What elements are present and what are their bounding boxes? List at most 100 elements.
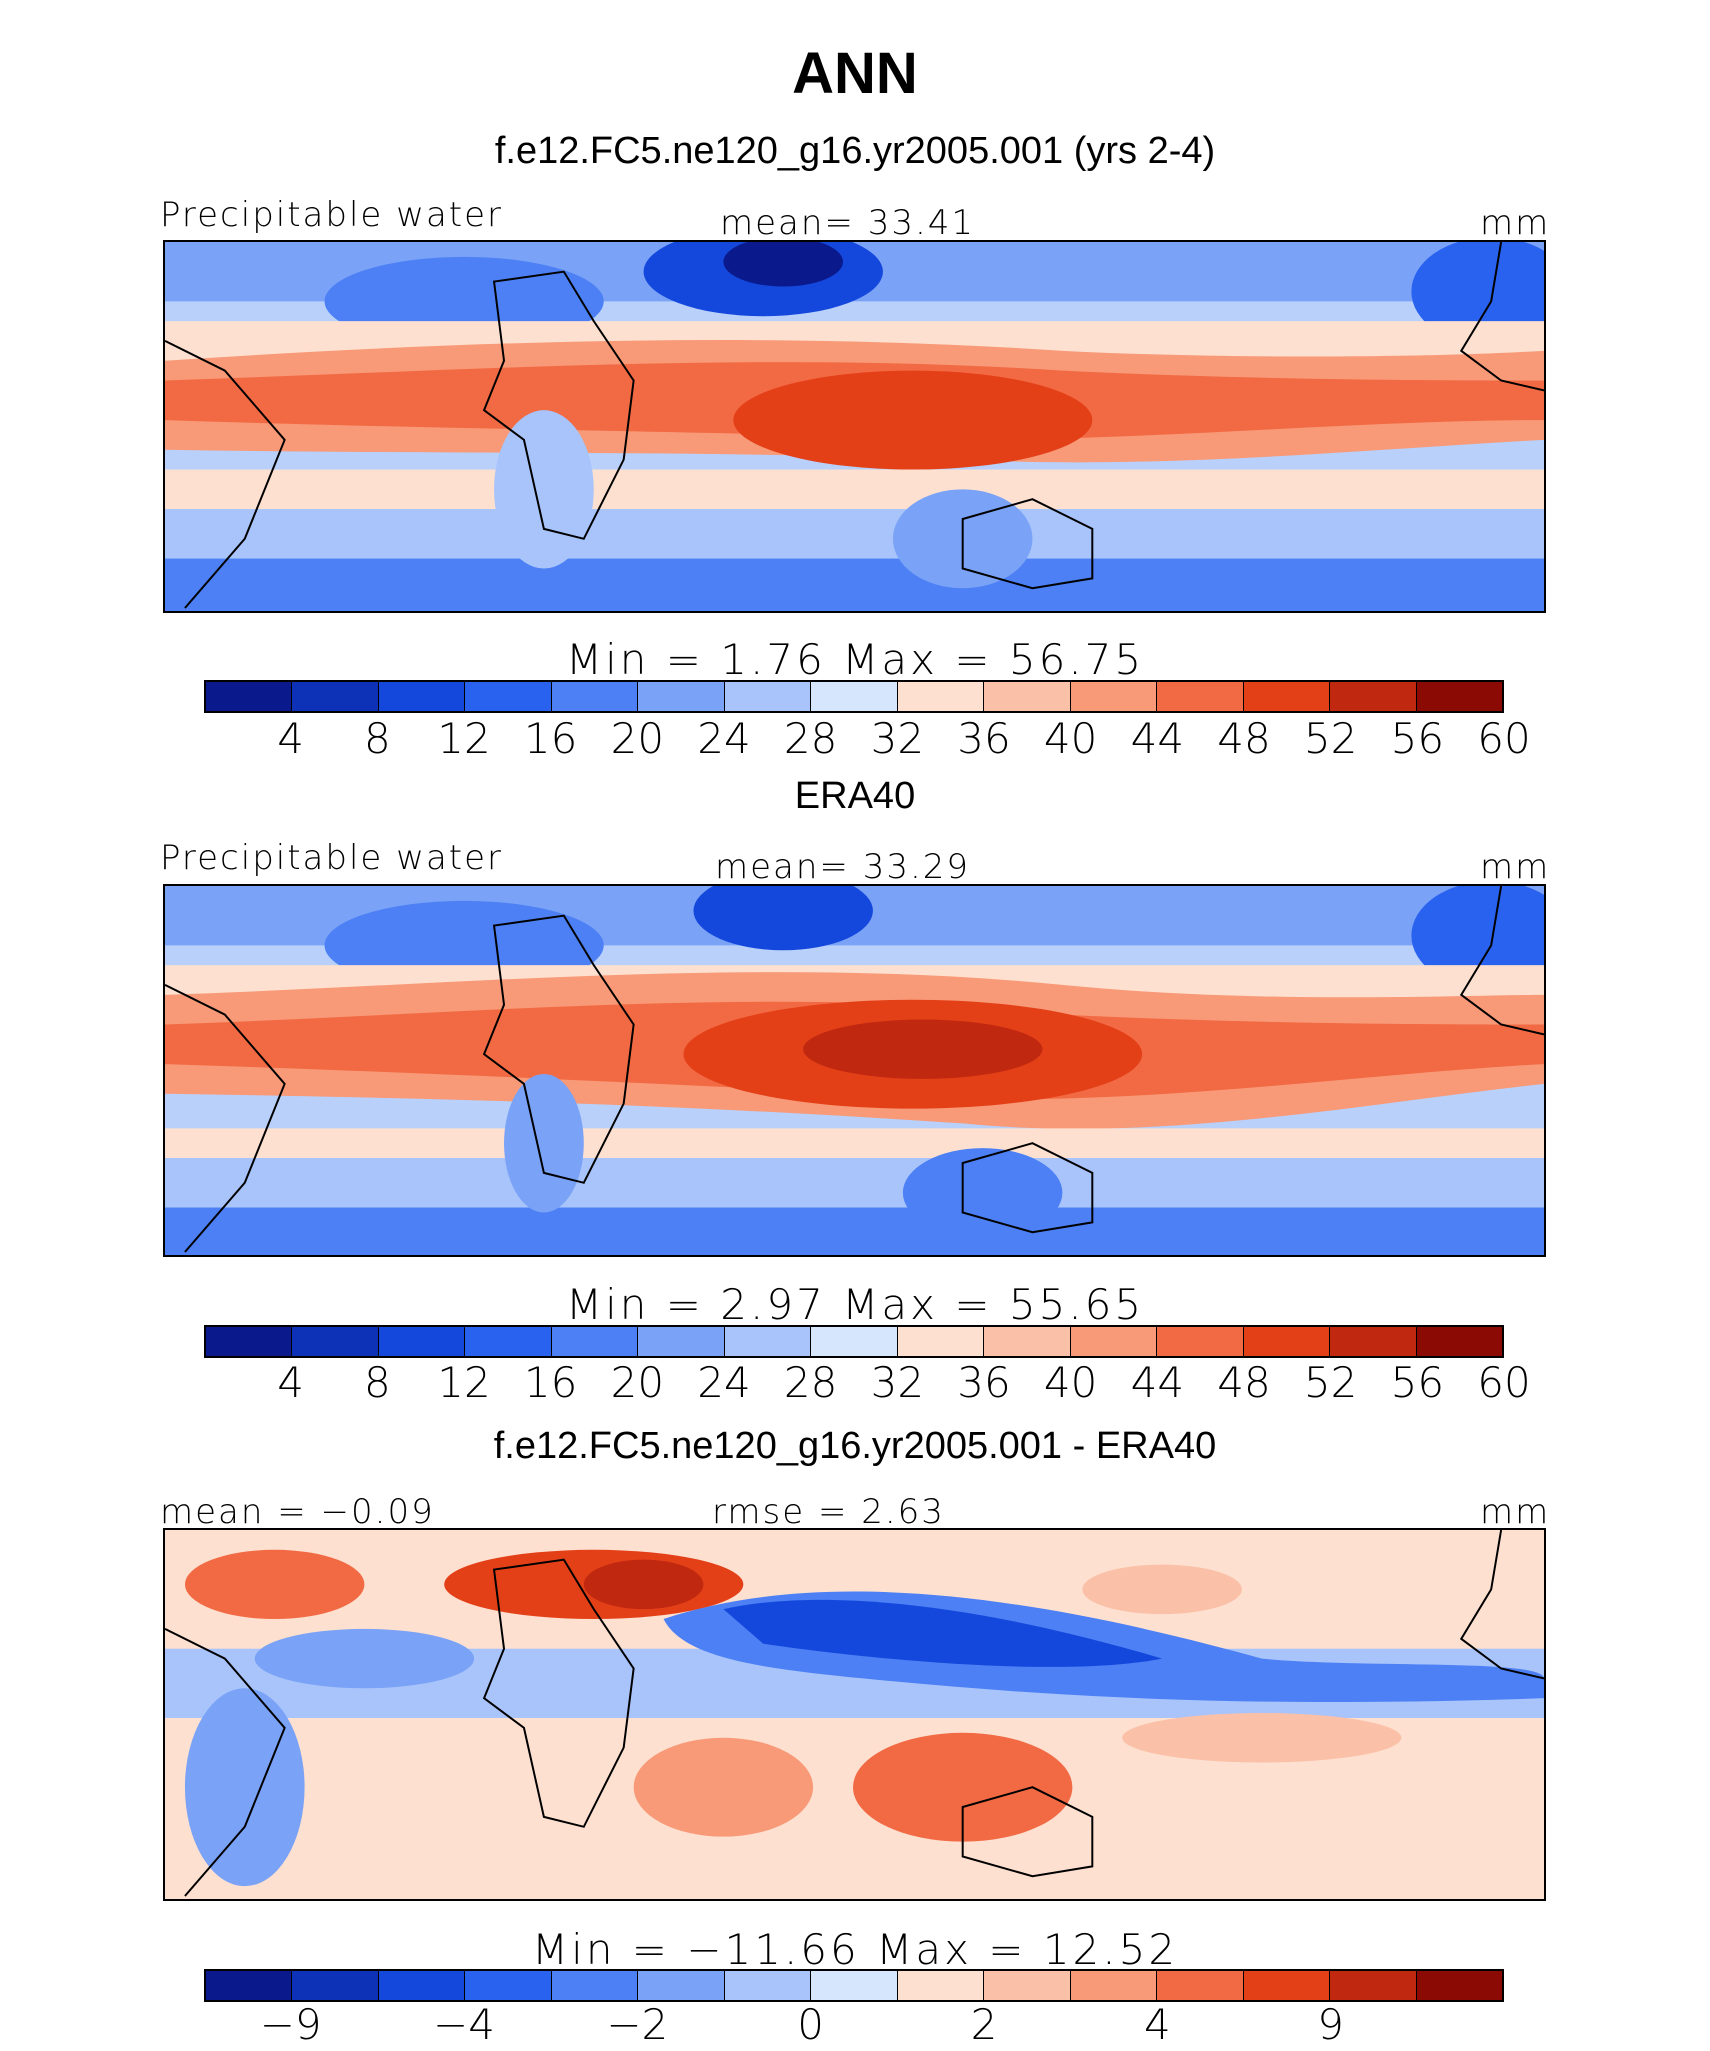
colorbar-swatch bbox=[292, 1971, 379, 2000]
colorbar-swatch bbox=[1330, 1327, 1417, 1356]
colorbar-swatch bbox=[1157, 1971, 1244, 2000]
panel-3-field bbox=[165, 1530, 1544, 1899]
colorbar-swatch bbox=[1330, 1971, 1417, 2000]
colorbar-swatch bbox=[897, 1327, 985, 1356]
colorbar-swatch bbox=[811, 682, 898, 711]
colorbar-swatch bbox=[638, 1971, 725, 2000]
colorbar-swatch bbox=[1157, 1327, 1244, 1356]
colorbar-swatch bbox=[1157, 682, 1244, 711]
colorbar-tick-label: 36 bbox=[957, 714, 1011, 763]
colorbar-tick-label: −4 bbox=[433, 2000, 495, 2049]
colorbar-swatch bbox=[551, 682, 639, 711]
panel-1-units-label: mm bbox=[1480, 203, 1551, 243]
colorbar-tick-label: 52 bbox=[1303, 714, 1358, 763]
panel-1-minmax: Min = 1.76 Max = 56.75 bbox=[565, 635, 1145, 684]
colorbar-swatch bbox=[638, 682, 725, 711]
colorbar-tick-label: 12 bbox=[437, 714, 491, 763]
colorbar-swatch bbox=[1243, 1327, 1331, 1356]
colorbar-swatch bbox=[724, 682, 812, 711]
colorbar-tick-label: 4 bbox=[277, 714, 305, 763]
colorbar-swatch bbox=[984, 682, 1071, 711]
panel-2-minmax: Min = 2.97 Max = 55.65 bbox=[565, 1280, 1145, 1329]
colorbar-swatch bbox=[984, 1327, 1071, 1356]
colorbar-swatch bbox=[724, 1971, 812, 2000]
colorbar-swatch bbox=[465, 1971, 552, 2000]
panel-3-ticks: −9 −4 −2 0 2 4 9 bbox=[204, 2000, 1504, 2050]
colorbar-swatch bbox=[378, 1971, 466, 2000]
panel-1-field bbox=[165, 242, 1544, 611]
panel-3-units-label: mm bbox=[1480, 1492, 1551, 1532]
colorbar-swatch bbox=[1070, 1971, 1158, 2000]
colorbar-tick-label: 20 bbox=[610, 1358, 665, 1407]
colorbar-swatch bbox=[897, 682, 985, 711]
colorbar-tick-label: 40 bbox=[1043, 1358, 1098, 1407]
colorbar-tick-label: −9 bbox=[259, 2000, 322, 2049]
colorbar-tick-label: 12 bbox=[437, 1358, 491, 1407]
colorbar-tick-label: 32 bbox=[870, 1358, 925, 1407]
panel-2-units-label: mm bbox=[1480, 847, 1551, 887]
colorbar-swatch bbox=[638, 1327, 725, 1356]
colorbar-swatch bbox=[465, 1327, 552, 1356]
colorbar-tick-label: 8 bbox=[363, 1358, 391, 1407]
colorbar-swatch bbox=[1070, 682, 1158, 711]
panel-3-rmse-label: rmse = 2.63 bbox=[712, 1492, 945, 1532]
colorbar-swatch bbox=[378, 1327, 466, 1356]
panel-2-mean-label: mean= 33.29 bbox=[715, 847, 971, 887]
colorbar-swatch bbox=[206, 1971, 293, 2000]
colorbar-tick-label: 44 bbox=[1130, 714, 1185, 763]
colorbar-tick-label: 8 bbox=[363, 714, 391, 763]
panel-2-variable-label: Precipitable water bbox=[160, 838, 504, 878]
colorbar-swatch bbox=[292, 1327, 379, 1356]
colorbar-tick-label: 52 bbox=[1303, 1358, 1358, 1407]
colorbar-tick-label: 24 bbox=[697, 714, 751, 763]
panel-2-colorbar bbox=[204, 1325, 1504, 1358]
colorbar-swatch bbox=[206, 1327, 293, 1356]
colorbar-tick-label: 16 bbox=[523, 714, 578, 763]
colorbar-swatch bbox=[465, 682, 552, 711]
colorbar-swatch bbox=[378, 682, 466, 711]
figure-title: ANN bbox=[792, 41, 918, 106]
panel-3-map bbox=[163, 1528, 1546, 1901]
colorbar-tick-label: 9 bbox=[1317, 2000, 1345, 2049]
colorbar-tick-label: 0 bbox=[797, 2000, 825, 2049]
colorbar-swatch bbox=[1243, 1971, 1331, 2000]
panel-1-variable-label: Precipitable water bbox=[160, 195, 504, 235]
colorbar-tick-label: 2 bbox=[970, 2000, 998, 2049]
colorbar-tick-label: 36 bbox=[957, 1358, 1011, 1407]
colorbar-tick-label: 28 bbox=[783, 714, 838, 763]
colorbar-swatch bbox=[811, 1971, 898, 2000]
panel-3-title: f.e12.FC5.ne120_g16.yr2005.001 - ERA40 bbox=[493, 1425, 1217, 1467]
colorbar-tick-label: 16 bbox=[523, 1358, 578, 1407]
colorbar-tick-label: 32 bbox=[870, 714, 925, 763]
colorbar-swatch bbox=[1330, 682, 1417, 711]
colorbar-swatch bbox=[984, 1971, 1071, 2000]
colorbar-swatch bbox=[1243, 682, 1331, 711]
colorbar-swatch bbox=[1416, 1327, 1503, 1356]
colorbar-tick-label: 60 bbox=[1477, 1358, 1531, 1407]
panel-1-map bbox=[163, 240, 1546, 613]
colorbar-swatch bbox=[551, 1971, 639, 2000]
colorbar-swatch bbox=[551, 1327, 639, 1356]
panel-2-field bbox=[165, 886, 1544, 1255]
panel-3-colorbar bbox=[204, 1969, 1504, 2002]
colorbar-tick-label: 28 bbox=[783, 1358, 838, 1407]
colorbar-swatch bbox=[724, 1327, 812, 1356]
panel-2-title: ERA40 bbox=[794, 775, 916, 817]
colorbar-swatch bbox=[897, 1971, 985, 2000]
colorbar-tick-label: 56 bbox=[1390, 714, 1445, 763]
colorbar-tick-label: 60 bbox=[1477, 714, 1531, 763]
panel-1-colorbar bbox=[204, 680, 1504, 713]
panel-3-mean-label: mean = −0.09 bbox=[160, 1492, 435, 1532]
colorbar-tick-label: 44 bbox=[1130, 1358, 1185, 1407]
colorbar-tick-label: 20 bbox=[610, 714, 665, 763]
colorbar-tick-label: −2 bbox=[606, 2000, 669, 2049]
colorbar-swatch bbox=[206, 682, 293, 711]
colorbar-swatch bbox=[1416, 682, 1503, 711]
colorbar-tick-label: 4 bbox=[1143, 2000, 1171, 2049]
panel-3-minmax: Min = −11.66 Max = 12.52 bbox=[531, 1925, 1179, 1974]
colorbar-swatch bbox=[292, 682, 379, 711]
colorbar-tick-label: 48 bbox=[1217, 714, 1271, 763]
panel-2-ticks: 4 8 12 16 20 24 28 32 36 40 44 48 52 56 60 bbox=[204, 1358, 1530, 1408]
panel-1-title: f.e12.FC5.ne120_g16.yr2005.001 (yrs 2-4) bbox=[494, 130, 1216, 172]
panel-1-mean-label: mean= 33.41 bbox=[720, 203, 976, 243]
